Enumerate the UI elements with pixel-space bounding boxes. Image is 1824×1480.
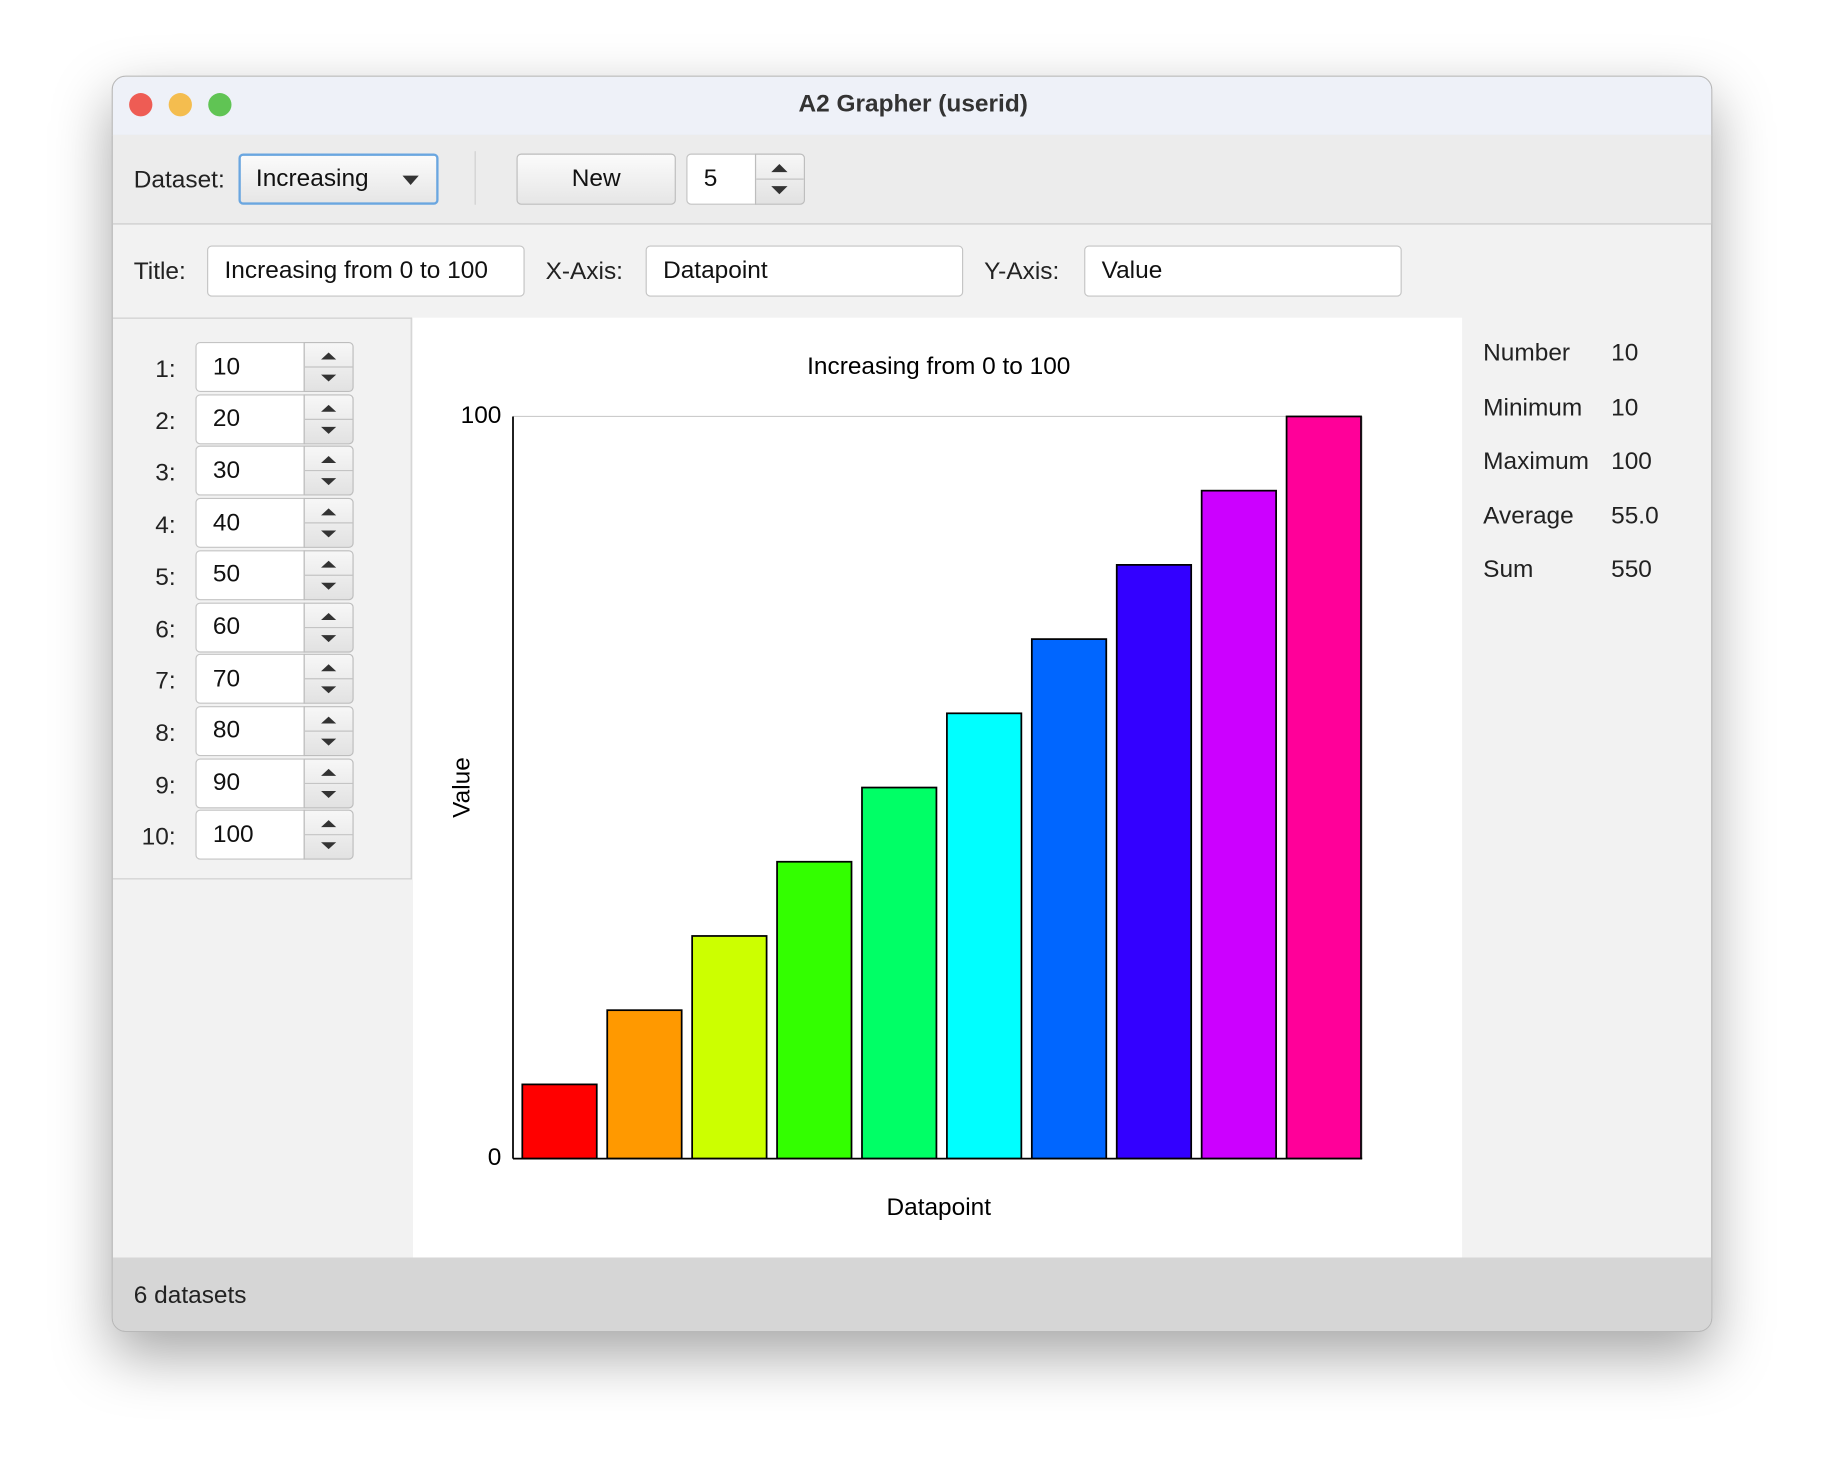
bar [861, 786, 938, 1160]
value-input[interactable]: 60 [195, 601, 305, 653]
value-input[interactable]: 40 [195, 497, 305, 549]
stat-label: Minimum [1483, 393, 1583, 421]
value-input[interactable]: 80 [195, 705, 305, 756]
count-input[interactable]: 5 [686, 153, 757, 205]
value-spinner[interactable] [303, 342, 354, 393]
y-tick-label: 0 [488, 1144, 502, 1171]
bar [776, 860, 853, 1160]
row-label: 8: [155, 719, 176, 747]
row-label: 9: [155, 771, 176, 799]
zoom-button[interactable] [208, 93, 232, 117]
value-spinner[interactable] [303, 497, 354, 549]
bar [1030, 638, 1108, 1160]
value-spinner[interactable] [303, 757, 354, 809]
separator [474, 151, 476, 205]
toolbar: Dataset: Increasing New 5 [112, 134, 1712, 225]
new-button[interactable]: New [516, 153, 676, 205]
stat-label: Sum [1483, 556, 1534, 583]
row-label: 7: [155, 667, 176, 695]
stat-value: 100 [1611, 447, 1652, 475]
spinner-arrows [304, 456, 353, 486]
chart-title: Increasing from 0 to 100 [807, 353, 1070, 380]
stats-panel: Number 10 Minimum 10 Maximum 100 Average 55.0 Su… [1483, 318, 1704, 667]
bar [1285, 415, 1362, 1160]
row-label: 10: [141, 823, 176, 851]
value-spinner[interactable] [303, 653, 354, 704]
y-axis-field-label: Y-Axis: [984, 258, 1060, 286]
title-input[interactable]: Increasing from 0 to 100 [207, 245, 525, 297]
value-spinner[interactable] [303, 549, 354, 601]
y-axis-title: Value [448, 757, 475, 818]
row-label: 1: [155, 355, 176, 383]
bar [606, 1009, 683, 1160]
value-input[interactable]: 20 [195, 393, 305, 445]
close-button[interactable] [129, 93, 153, 117]
value-input[interactable]: 70 [195, 653, 305, 704]
value-input[interactable]: 100 [195, 809, 305, 861]
spinner-arrows [304, 612, 353, 642]
count-spinner[interactable] [754, 153, 805, 205]
stat-label: Maximum [1483, 447, 1590, 475]
value-input[interactable]: 90 [195, 757, 305, 809]
row-label: 4: [155, 511, 176, 539]
x-axis-title: Datapoint [887, 1194, 992, 1221]
row-label: 3: [155, 459, 176, 487]
status-text: 6 datasets [133, 1281, 247, 1309]
dataset-value: Increasing [255, 165, 369, 192]
window-controls[interactable] [113, 77, 253, 135]
spinner-arrows [304, 404, 353, 434]
value-spinner[interactable] [303, 445, 354, 497]
y-tick-label: 100 [461, 402, 502, 429]
row-label: 6: [155, 615, 176, 643]
dataset-dropdown[interactable]: Increasing [238, 153, 439, 205]
dropdown-arrow [402, 175, 419, 185]
value-input[interactable]: 30 [195, 445, 305, 497]
status-bar: 6 datasets [112, 1257, 1712, 1331]
row-label: 2: [155, 407, 176, 435]
stat-value: 10 [1611, 339, 1639, 367]
spinner-arrows [304, 820, 353, 850]
spinner-arrows [304, 508, 353, 538]
bar [1115, 564, 1193, 1160]
dataset-label: Dataset: [133, 166, 225, 194]
stat-label: Average [1483, 501, 1574, 529]
window: A2 Grapher (userid) Dataset: Increasing … [111, 75, 1713, 1332]
spinner-arrows [304, 716, 353, 746]
x-axis-field-label: X-Axis: [545, 258, 623, 286]
title-field-label: Title: [133, 258, 186, 286]
title-bar: A2 Grapher (userid) [112, 76, 1712, 137]
stat-label: Number [1483, 339, 1571, 367]
y-axis-input[interactable]: Value [1084, 245, 1402, 297]
spinner-arrows [756, 164, 804, 195]
bar [521, 1083, 598, 1160]
chart: Increasing from 0 to 100 Datapoint Value… [412, 317, 1463, 1258]
spinner-arrows [304, 352, 353, 382]
window-title: A2 Grapher (userid) [798, 90, 1028, 118]
spinner-arrows [304, 664, 353, 694]
row-label: 5: [155, 563, 176, 591]
minimize-button[interactable] [168, 93, 192, 117]
bar [691, 935, 768, 1160]
stat-value: 10 [1611, 393, 1639, 421]
stat-value: 55.0 [1611, 501, 1659, 529]
stat-value: 550 [1611, 556, 1652, 583]
bar [1200, 489, 1277, 1160]
value-spinner[interactable] [303, 705, 354, 756]
spinner-arrows [304, 768, 353, 798]
bar [946, 712, 1023, 1160]
x-axis-input[interactable]: Datapoint [645, 245, 964, 297]
value-spinner[interactable] [303, 393, 354, 445]
value-input[interactable]: 10 [195, 342, 305, 393]
value-input[interactable]: 50 [195, 549, 305, 601]
data-list: 1: 10 2: 20 3: 30 4: 40 5: 50 6: 60 7: 70 8: 80 9: 90 10: 1… [112, 317, 412, 880]
value-spinner[interactable] [303, 809, 354, 861]
spinner-arrows [304, 560, 353, 590]
value-spinner[interactable] [303, 601, 354, 653]
